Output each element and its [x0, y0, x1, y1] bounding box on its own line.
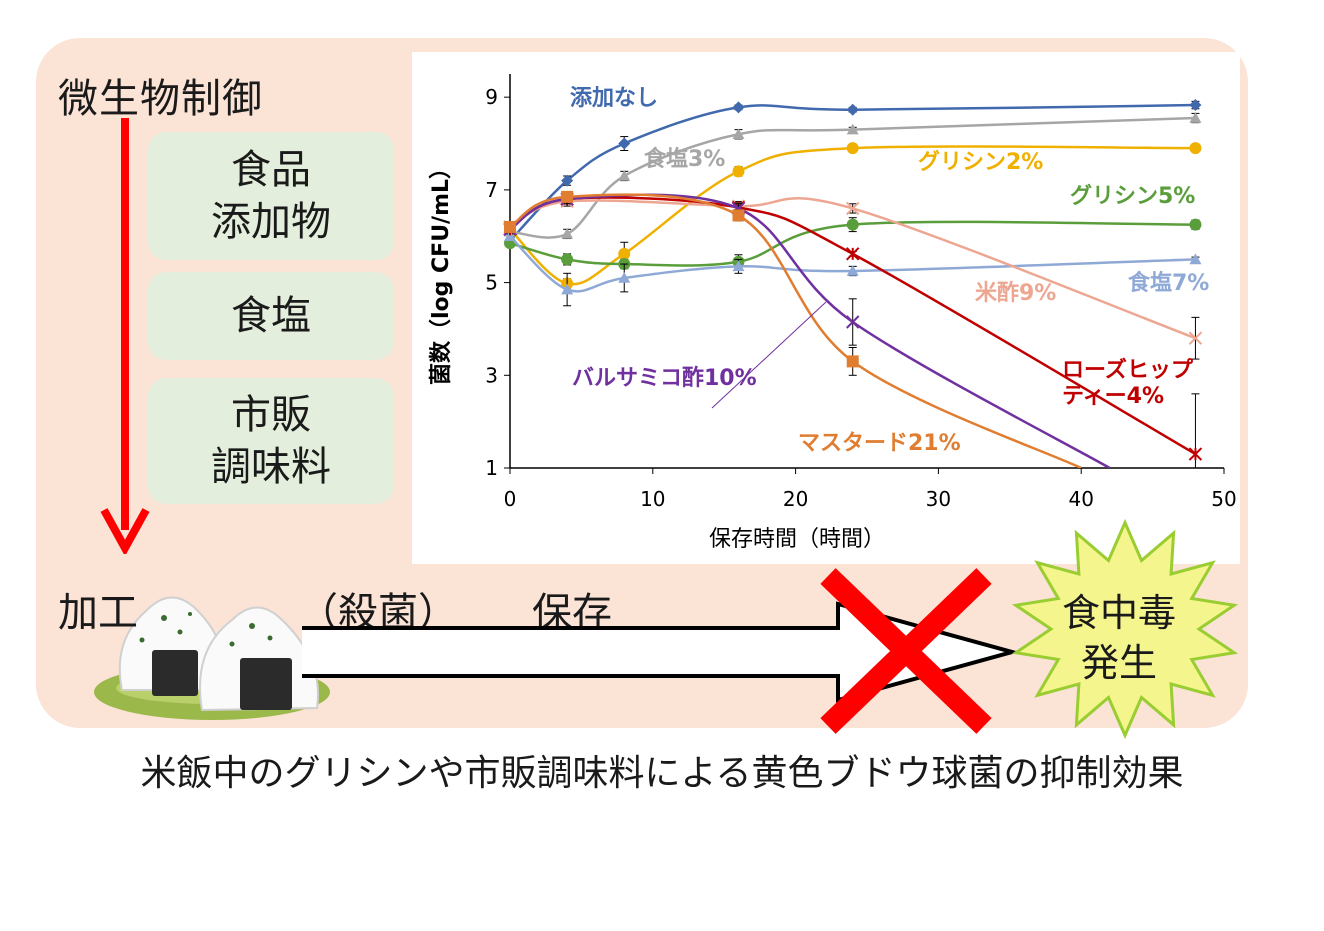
data-point: [1188, 447, 1203, 461]
series-8: [504, 190, 1082, 468]
seasoning-box: 市販 調味料: [148, 378, 394, 504]
data-point: [1189, 218, 1202, 231]
series-7: [503, 192, 1111, 468]
x-tick-label: 50: [1211, 487, 1236, 511]
series-label: グリシン2%: [918, 149, 1043, 175]
red-cross-icon: [820, 568, 992, 734]
data-point: [618, 169, 631, 181]
data-point: [1189, 142, 1202, 155]
data-point: [732, 260, 745, 272]
series-label: グリシン5%: [1070, 183, 1195, 209]
data-point: [846, 247, 860, 261]
growth-chart: 1 3 5 7 9 0 10 20 30 40 50 保存時間（時間） 菌数（log CFU/mL） 添…: [412, 52, 1240, 564]
chart-series: [503, 99, 1203, 468]
microbial-control-heading: 微生物制御: [58, 76, 263, 122]
data-point: [618, 137, 631, 150]
food-poisoning-label: 食中毒 発生: [1061, 591, 1176, 685]
figure-caption: 米飯中のグリシンや市販調味料による黄色ブドウ球菌の抑制効果: [140, 753, 1184, 794]
series-line: [509, 193, 1111, 468]
data-point: [846, 355, 859, 368]
data-point: [732, 101, 745, 114]
data-point: [504, 230, 516, 242]
series-label: マスタード21%: [798, 431, 961, 456]
x-tick-label: 10: [640, 487, 665, 511]
data-point: [846, 218, 859, 231]
series-4: [504, 230, 1202, 307]
data-point: [846, 142, 859, 155]
y-axis-label: 菌数（log CFU/mL）: [428, 157, 454, 385]
series-label: 米酢9%: [975, 281, 1056, 306]
data-point: [618, 247, 631, 260]
salt-box: 食塩: [148, 272, 394, 360]
data-point: [504, 220, 516, 233]
leader-line: [711, 301, 827, 409]
data-point: [846, 265, 859, 276]
series-label: 食塩3%: [644, 146, 725, 172]
data-point: [561, 174, 574, 187]
data-point: [732, 165, 745, 178]
chart-axes: 1 3 5 7 9 0 10 20 30 40 50 保存時間（時間） 菌数（log CFU/mL）: [428, 74, 1237, 552]
data-point: [561, 283, 574, 295]
data-point: [846, 201, 860, 216]
series-label: 食塩7%: [1128, 270, 1209, 296]
series-label: バルサミコ酢10%: [572, 366, 757, 391]
data-point: [561, 253, 574, 266]
data-point: [732, 209, 745, 222]
x-axis-label: 保存時間（時間）: [709, 527, 885, 552]
rice-ball-icon: [94, 596, 330, 720]
data-point: [846, 103, 859, 116]
x-tick-label: 40: [1068, 487, 1093, 511]
storage-arrow: [302, 601, 1020, 703]
y-tick-label: 5: [485, 271, 498, 295]
series-label: 添加なし: [570, 86, 658, 111]
food-additives-box: 食品 添加物: [148, 132, 394, 260]
processing-label: 加工: [58, 590, 138, 636]
data-point: [561, 190, 574, 203]
series-label: ローズヒップティー4%: [1062, 357, 1194, 409]
red-down-arrow: [100, 118, 150, 554]
data-point: [732, 128, 745, 140]
data-point: [561, 227, 574, 239]
y-tick-label: 3: [485, 363, 498, 387]
data-point: [1188, 331, 1203, 345]
data-point: [618, 271, 631, 283]
x-tick-label: 30: [926, 487, 951, 511]
x-tick-label: 20: [783, 487, 808, 511]
data-point: [1189, 112, 1202, 123]
y-tick-label: 1: [485, 456, 498, 480]
data-point: [1189, 99, 1202, 112]
x-tick-label: 0: [504, 487, 517, 511]
food-poisoning-burst-icon: [1011, 518, 1239, 740]
data-point: [1189, 253, 1202, 265]
data-point: [846, 315, 860, 329]
y-tick-label: 9: [485, 85, 498, 109]
series-0: [504, 99, 1202, 247]
chart-svg: 1 3 5 7 9 0 10 20 30 40 50 保存時間（時間） 菌数（log CFU/mL） 添…: [428, 74, 1237, 552]
data-point: [846, 123, 859, 135]
y-tick-label: 7: [485, 178, 498, 202]
